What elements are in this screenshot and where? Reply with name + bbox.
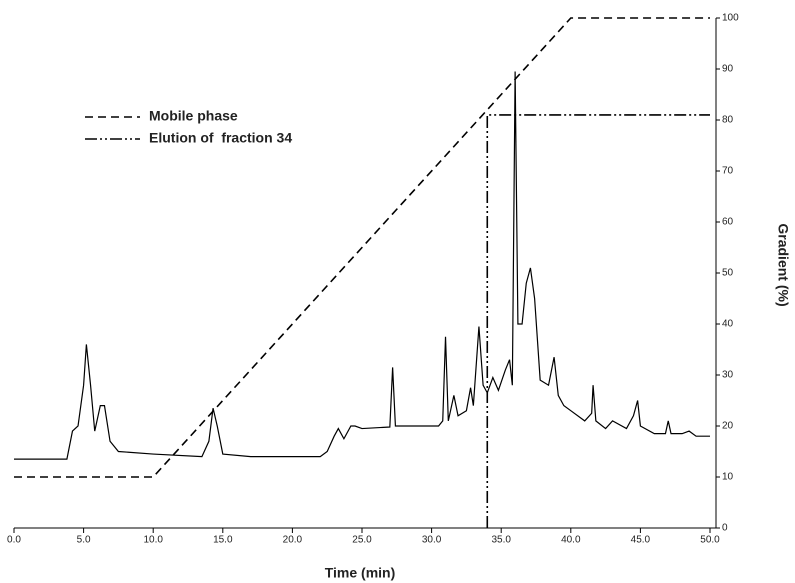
x-tick-label: 15.0 bbox=[213, 535, 233, 546]
x-tick-label: 20.0 bbox=[283, 535, 303, 546]
y2-tick-label: 70 bbox=[722, 166, 734, 177]
y2-tick-label: 90 bbox=[722, 64, 734, 75]
y2-axis-label: Gradient (%) bbox=[775, 223, 791, 306]
y2-tick-label: 80 bbox=[722, 115, 734, 126]
y2-tick-label: 50 bbox=[722, 268, 734, 279]
y2-tick-label: 20 bbox=[722, 421, 734, 432]
legend-label: Mobile phase bbox=[149, 108, 238, 124]
legend-label: Elution of fraction 34 bbox=[149, 130, 292, 146]
series-line bbox=[486, 114, 710, 528]
y2-tick-label: 10 bbox=[722, 472, 734, 483]
y2-tick-label: 100 bbox=[722, 13, 739, 24]
y2-tick-label: 0 bbox=[722, 523, 728, 534]
y2-tick-label: 40 bbox=[722, 319, 734, 330]
x-axis-label: Time (min) bbox=[325, 565, 396, 581]
x-tick-label: 10.0 bbox=[143, 535, 163, 546]
x-tick-label: 50.0 bbox=[700, 535, 720, 546]
x-tick-label: 0.0 bbox=[7, 535, 21, 546]
x-tick-label: 25.0 bbox=[352, 535, 372, 546]
x-tick-label: 5.0 bbox=[77, 535, 91, 546]
x-tick-label: 35.0 bbox=[491, 535, 511, 546]
x-tick-label: 45.0 bbox=[631, 535, 651, 546]
series-line bbox=[14, 71, 710, 460]
x-tick-label: 30.0 bbox=[422, 535, 442, 546]
y2-tick-label: 60 bbox=[722, 217, 734, 228]
series-line bbox=[14, 17, 710, 478]
x-tick-label: 40.0 bbox=[561, 535, 581, 546]
y2-tick-label: 30 bbox=[722, 370, 734, 381]
